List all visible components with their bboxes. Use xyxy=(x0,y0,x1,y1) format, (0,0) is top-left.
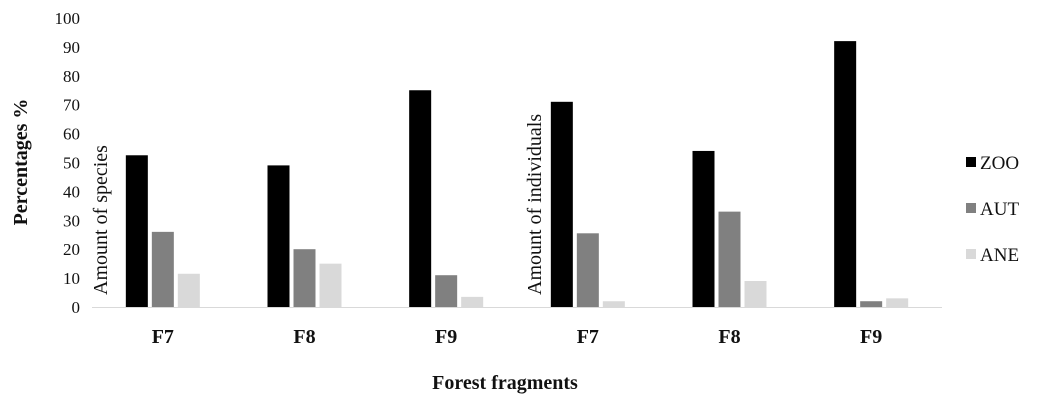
bar-zoo-f7 xyxy=(550,101,573,307)
y-tick-label: 100 xyxy=(55,9,81,28)
y-tick-label: 10 xyxy=(63,269,80,288)
bar-zoo-f8 xyxy=(692,150,715,307)
bar-ane-f8 xyxy=(744,280,767,307)
category-label: F7 xyxy=(577,326,599,348)
category-label: F9 xyxy=(860,326,882,348)
panel-label: Amount of species xyxy=(90,145,112,295)
legend: ZOO AUT ANE xyxy=(966,153,1019,266)
bar-aut-f8 xyxy=(293,249,316,307)
y-axis-title: Percentages % xyxy=(10,99,32,226)
y-tick-label: 50 xyxy=(63,154,80,173)
y-tick-label: 70 xyxy=(63,96,80,115)
bar-ane-f9 xyxy=(886,298,909,307)
bar-zoo-f9 xyxy=(409,90,432,307)
category-label: F9 xyxy=(435,326,457,348)
legend-label-aut: AUT xyxy=(980,199,1019,220)
legend-swatch-aut xyxy=(966,203,976,213)
bar-aut-f8 xyxy=(718,211,741,307)
bar-ane-f9 xyxy=(461,296,484,307)
bar-aut-f7 xyxy=(576,233,599,307)
bar-zoo-f8 xyxy=(267,165,290,307)
bar-zoo-f7 xyxy=(125,155,148,307)
category-label: F8 xyxy=(718,326,740,348)
category-label: F8 xyxy=(293,326,315,348)
y-tick-label: 40 xyxy=(63,182,80,201)
bar-ane-f7 xyxy=(177,273,200,307)
category-label: F7 xyxy=(152,326,174,348)
panel-1: Amount of species F7 F8 F9 xyxy=(90,90,517,348)
bar-aut-f7 xyxy=(151,231,174,307)
y-axis: 0 10 20 30 40 50 60 70 80 90 100 xyxy=(55,9,81,317)
panel-2: Amount of individuals F7 F8 F9 xyxy=(517,41,942,348)
panel-label: Amount of individuals xyxy=(524,114,546,295)
y-tick-label: 80 xyxy=(63,67,80,86)
bar-ane-f8 xyxy=(319,263,342,307)
bar-zoo-f9 xyxy=(834,41,857,308)
y-tick-label: 90 xyxy=(63,38,80,57)
y-tick-label: 20 xyxy=(63,240,80,259)
y-tick-label: 30 xyxy=(63,211,80,230)
y-tick-label: 60 xyxy=(63,125,80,144)
y-tick-label: 0 xyxy=(72,298,81,317)
bar-aut-f9 xyxy=(435,275,458,307)
legend-swatch-ane xyxy=(966,249,976,259)
bar-ane-f7 xyxy=(602,301,625,307)
x-axis-title: Forest fragments xyxy=(432,372,578,394)
bar-aut-f9 xyxy=(860,301,883,307)
legend-swatch-zoo xyxy=(966,157,976,167)
legend-label-ane: ANE xyxy=(980,245,1019,266)
legend-label-zoo: ZOO xyxy=(980,153,1019,174)
